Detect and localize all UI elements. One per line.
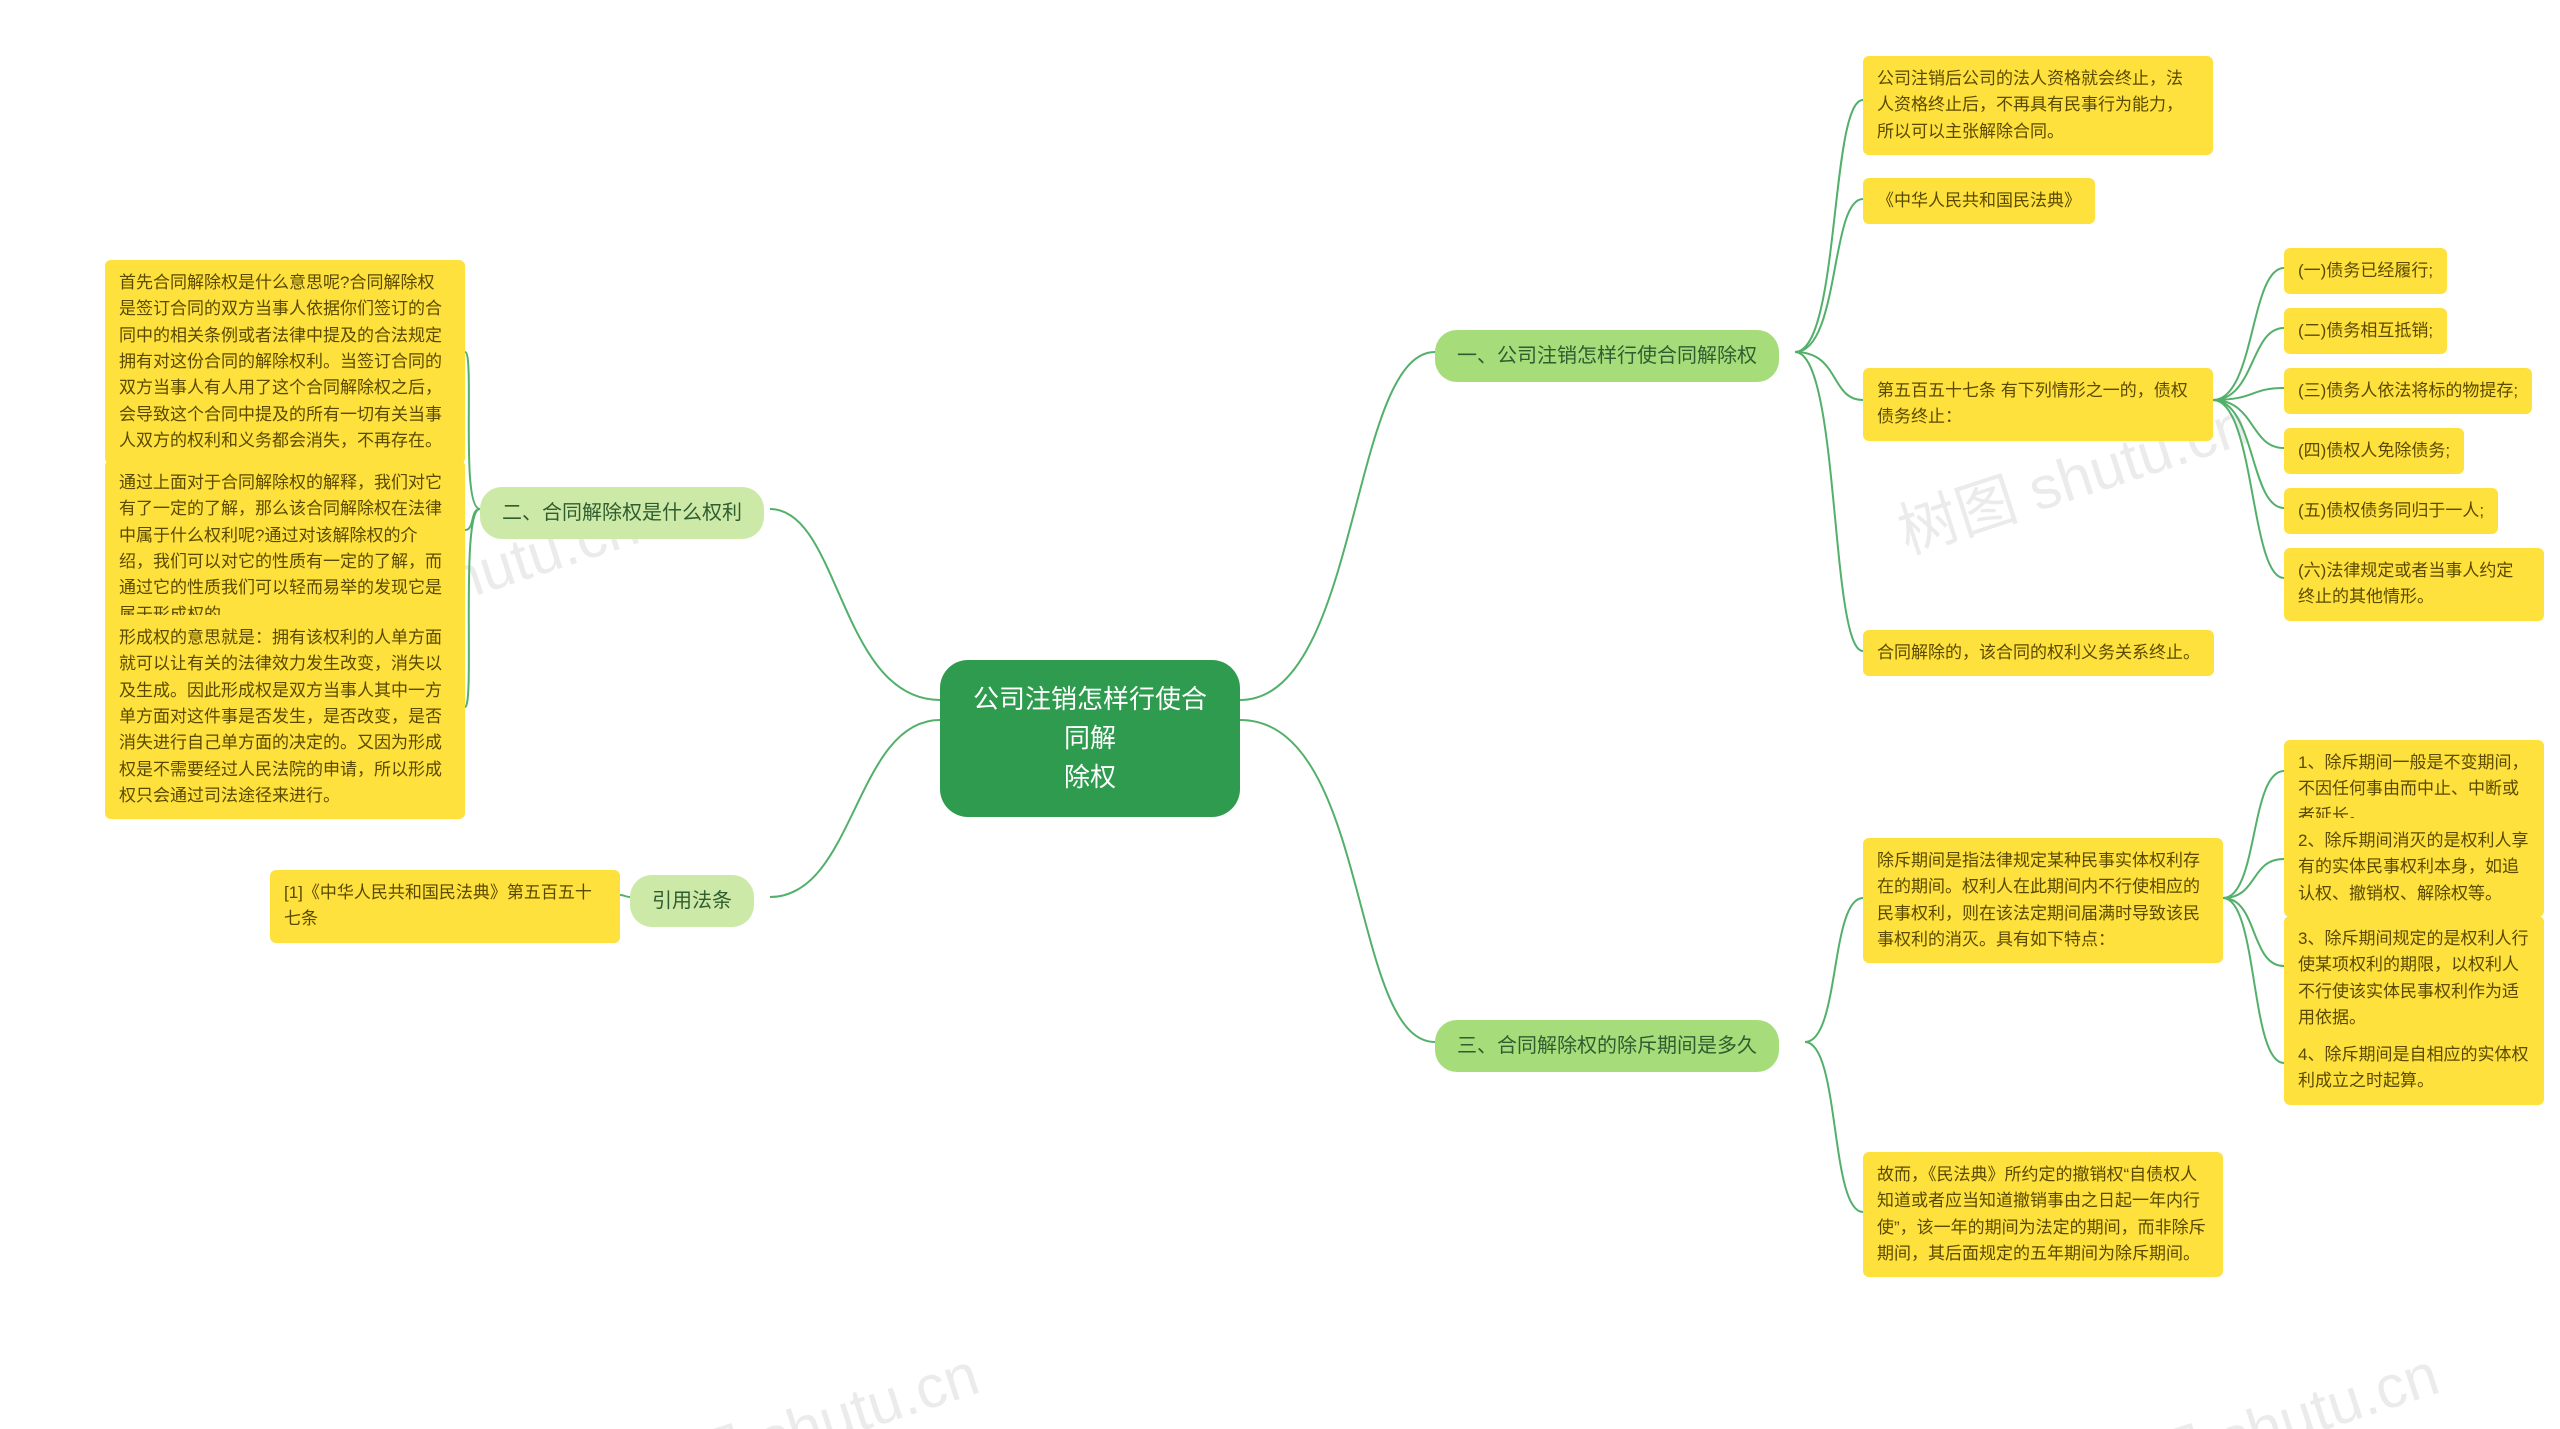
leaf-node[interactable]: (四)债权人免除债务;: [2284, 428, 2464, 474]
leaf-node[interactable]: (五)债权债务同归于一人;: [2284, 488, 2498, 534]
mindmap-canvas: 树图 shutu.cn 树图 shutu.cn 树图 shutu.cn 树图 s…: [0, 0, 2560, 1429]
leaf-node[interactable]: 合同解除的，该合同的权利义务关系终止。: [1863, 630, 2214, 676]
leaf-node[interactable]: (二)债务相互抵销;: [2284, 308, 2447, 354]
leaf-node[interactable]: 3、除斥期间规定的是权利人行使某项权利的期限，以权利人不行使该实体民事权利作为适…: [2284, 916, 2544, 1041]
leaf-node[interactable]: 《中华人民共和国民法典》: [1863, 178, 2095, 224]
leaf-node[interactable]: 2、除斥期间消灭的是权利人享有的实体民事权利本身，如追认权、撤销权、解除权等。: [2284, 818, 2544, 917]
branch-node[interactable]: 三、合同解除权的除斥期间是多久: [1435, 1020, 1779, 1072]
leaf-node[interactable]: 4、除斥期间是自相应的实体权利成立之时起算。: [2284, 1032, 2544, 1105]
leaf-node[interactable]: 形成权的意思就是：拥有该权利的人单方面就可以让有关的法律效力发生改变，消失以及生…: [105, 615, 465, 819]
leaf-node[interactable]: 公司注销后公司的法人资格就会终止，法人资格终止后，不再具有民事行为能力，所以可以…: [1863, 56, 2213, 155]
leaf-node[interactable]: [1]《中华人民共和国民法典》第五百五十七条: [270, 870, 620, 943]
root-node[interactable]: 公司注销怎样行使合同解除权: [940, 660, 1240, 817]
branch-node[interactable]: 一、公司注销怎样行使合同解除权: [1435, 330, 1779, 382]
leaf-node[interactable]: 除斥期间是指法律规定某种民事实体权利存在的期间。权利人在此期间内不行使相应的民事…: [1863, 838, 2223, 963]
branch-node[interactable]: 引用法条: [630, 875, 754, 927]
leaf-node[interactable]: (三)债务人依法将标的物提存;: [2284, 368, 2532, 414]
leaf-node[interactable]: 首先合同解除权是什么意思呢?合同解除权是签订合同的双方当事人依据你们签订的合同中…: [105, 260, 465, 464]
leaf-node[interactable]: 通过上面对于合同解除权的解释，我们对它有了一定的了解，那么该合同解除权在法律中属…: [105, 460, 465, 638]
watermark: 树图 shutu.cn: [615, 1326, 988, 1429]
branch-node[interactable]: 二、合同解除权是什么权利: [480, 487, 764, 539]
leaf-node[interactable]: (一)债务已经履行;: [2284, 248, 2447, 294]
leaf-node[interactable]: (六)法律规定或者当事人约定终止的其他情形。: [2284, 548, 2544, 621]
leaf-node[interactable]: 故而，《民法典》所约定的撤销权“自债权人知道或者应当知道撤销事由之日起一年内行使…: [1863, 1152, 2223, 1277]
leaf-node[interactable]: 第五百五十七条 有下列情形之一的，债权债务终止：: [1863, 368, 2213, 441]
watermark: 树图 shutu.cn: [2075, 1326, 2448, 1429]
